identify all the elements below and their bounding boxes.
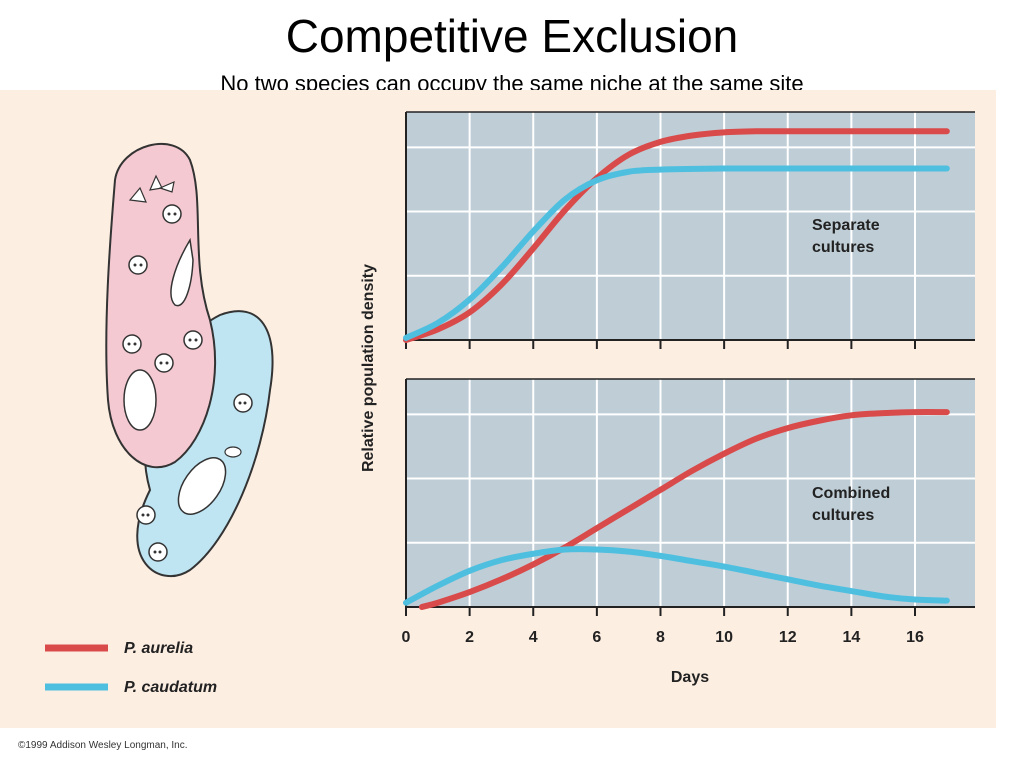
figure: Separate cultures Combined cultures 0 2 4 6 8 10 1… — [0, 90, 1024, 768]
x-tick-label: 4 — [529, 629, 538, 646]
x-tick-label: 6 — [592, 629, 601, 646]
panel-label-line: cultures — [812, 239, 874, 256]
chart-area: Separate cultures Combined cultures 0 2 4 6 8 10 1… — [402, 111, 975, 646]
copyright-notice: ©1999 Addison Wesley Longman, Inc. — [18, 740, 188, 751]
legend: P. aurelia P. caudatum — [45, 640, 217, 696]
legend-label-p-caudatum: P. caudatum — [124, 679, 217, 696]
slide-title: Competitive Exclusion — [285, 10, 739, 62]
x-tick-label: 2 — [465, 629, 474, 646]
x-tick-label: 10 — [715, 629, 733, 646]
x-tick-label: 12 — [779, 629, 797, 646]
series-line-p-aurelia — [403, 128, 950, 343]
series-line-p-caudatum — [403, 165, 950, 341]
x-tick-label: 16 — [906, 629, 924, 646]
figure-svg: Separate cultures Combined cultures 0 2 4 6 8 10 1… — [0, 90, 996, 751]
panel-label-line: Combined — [812, 485, 890, 502]
panel-1: Separate cultures — [403, 111, 975, 349]
panel-label-line: cultures — [812, 507, 874, 524]
p-aurelia-cell — [105, 143, 217, 469]
y-axis-label: Relative population density — [360, 264, 377, 472]
plot-background — [406, 112, 975, 340]
paramecium-illustration — [105, 143, 274, 577]
x-axis-label: Days — [671, 669, 709, 686]
x-tick-label: 0 — [402, 629, 411, 646]
series-line-p-caudatum — [403, 546, 950, 606]
x-tick-label: 8 — [656, 629, 665, 646]
panel-2: Combined cultures — [403, 378, 975, 616]
plot-background — [406, 379, 975, 607]
legend-label-p-aurelia: P. aurelia — [124, 640, 193, 657]
x-tick-label: 14 — [842, 629, 860, 646]
series-line-p-aurelia — [418, 409, 950, 610]
panel-label-line: Separate — [812, 217, 880, 234]
